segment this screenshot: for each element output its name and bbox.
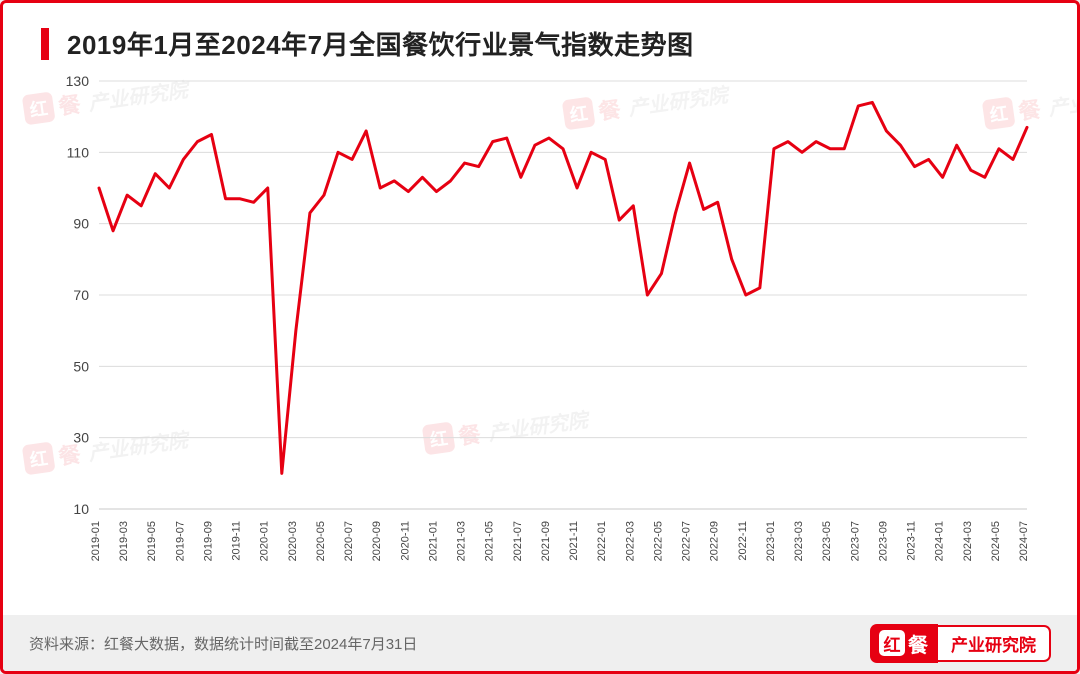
x-axis-label: 2023-09 — [877, 521, 889, 561]
x-axis-label: 2021-09 — [540, 521, 552, 561]
x-axis-label: 2020-05 — [315, 521, 327, 561]
y-axis-label: 70 — [73, 287, 89, 303]
index-line — [99, 102, 1027, 473]
x-axis-label: 2022-01 — [596, 521, 608, 561]
x-axis-label: 2021-01 — [427, 521, 439, 561]
x-axis-label: 2022-09 — [709, 521, 721, 561]
x-axis-label: 2022-11 — [737, 521, 749, 561]
brand-logo-char2: 餐 — [908, 629, 928, 658]
x-axis-label: 2021-05 — [484, 521, 496, 561]
x-axis-label: 2023-11 — [906, 521, 918, 561]
x-axis-label: 2021-03 — [456, 521, 468, 561]
x-axis-label: 2020-01 — [259, 521, 271, 561]
y-axis-label: 30 — [73, 430, 89, 446]
chart-card: 红餐产业研究院红餐产业研究院红餐产业研究院红餐产业研究院红餐产业研究院 2019… — [0, 0, 1080, 674]
y-axis-label: 130 — [66, 73, 90, 89]
x-axis-label: 2019-09 — [202, 521, 214, 561]
x-axis-label: 2021-07 — [512, 521, 524, 561]
title-accent-bar — [41, 28, 49, 60]
y-axis-label: 90 — [73, 216, 89, 232]
x-axis-label: 2020-07 — [343, 521, 355, 561]
x-axis-label: 2024-01 — [934, 521, 946, 561]
source-text: 资料来源：红餐大数据，数据统计时间截至2024年7月31日 — [29, 633, 417, 654]
x-axis-label: 2019-05 — [146, 521, 158, 561]
footer-bar: 资料来源：红餐大数据，数据统计时间截至2024年7月31日 红 餐 产业研究院 — [3, 615, 1077, 671]
title-row: 2019年1月至2024年7月全国餐饮行业景气指数走势图 — [3, 3, 1077, 72]
y-axis-label: 10 — [73, 501, 89, 517]
x-axis-label: 2021-11 — [568, 521, 580, 561]
brand-red-block: 红 餐 — [870, 624, 938, 663]
y-axis-label: 50 — [73, 358, 89, 374]
x-axis-label: 2023-07 — [849, 521, 861, 561]
x-axis-label: 2020-09 — [371, 521, 383, 561]
x-axis-label: 2024-05 — [990, 521, 1002, 561]
brand-logo-icon: 红 — [879, 630, 905, 656]
x-axis-label: 2022-07 — [681, 521, 693, 561]
x-axis-label: 2023-03 — [793, 521, 805, 561]
line-chart: 10 30 50 70 90 110 130 2019-01 2019-03 2019-05 201… — [41, 71, 1039, 579]
chart-title: 2019年1月至2024年7月全国餐饮行业景气指数走势图 — [67, 25, 694, 62]
x-axis-label: 2022-05 — [652, 521, 664, 561]
x-axis-label: 2022-03 — [624, 521, 636, 561]
x-axis-label: 2019-01 — [90, 521, 102, 561]
x-axis-label: 2019-11 — [231, 521, 243, 561]
chart-area: 10 30 50 70 90 110 130 2019-01 2019-03 2019-05 201… — [41, 71, 1039, 579]
brand-badge: 红 餐 产业研究院 — [870, 624, 1051, 663]
x-axis-label: 2024-07 — [1018, 521, 1030, 561]
x-axis-label: 2023-01 — [765, 521, 777, 561]
x-axis-label: 2020-03 — [287, 521, 299, 561]
x-axis-label: 2020-11 — [399, 521, 411, 561]
brand-logo-char1: 红 — [884, 631, 901, 656]
x-axis-label: 2024-03 — [962, 521, 974, 561]
y-axis-label: 110 — [67, 144, 90, 160]
x-axis-label: 2023-05 — [821, 521, 833, 561]
x-axis-label: 2019-07 — [174, 521, 186, 561]
x-axis-label: 2019-03 — [118, 521, 130, 561]
brand-tail-text: 产业研究院 — [938, 625, 1051, 662]
